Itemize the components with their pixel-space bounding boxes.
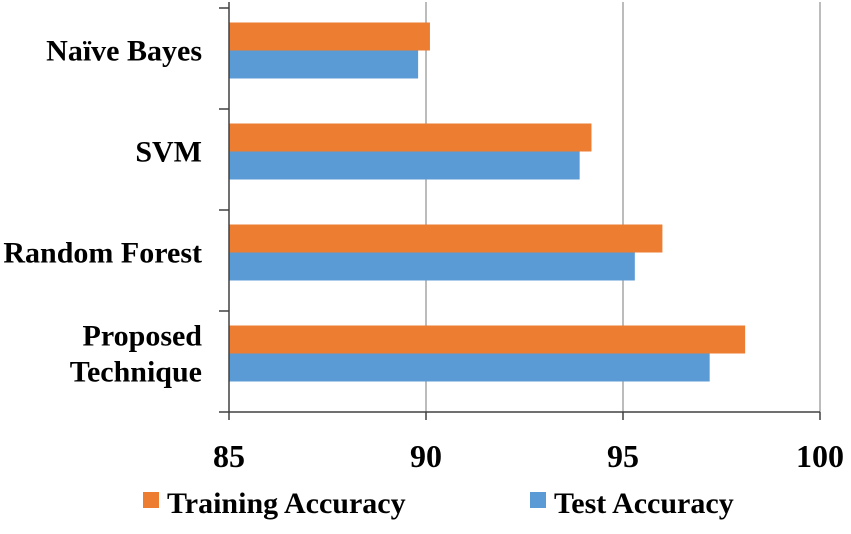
legend-label-test: Test Accuracy xyxy=(554,487,734,520)
bar-test-3 xyxy=(229,353,710,382)
bar-training-3 xyxy=(229,325,746,354)
legend-swatch-test xyxy=(530,492,546,508)
category-labels: Naïve Bayes SVM Random Forest ProposedTechn… xyxy=(3,35,202,389)
legend: Training Accuracy Test Accuracy xyxy=(143,487,734,520)
x-tick-labels: 85 90 95 100 xyxy=(213,438,844,474)
category-label-3-0: Proposed xyxy=(83,320,203,353)
bar-training-0 xyxy=(229,22,430,51)
bar-training-2 xyxy=(229,224,663,253)
legend-label-training: Training Accuracy xyxy=(167,487,406,520)
bars xyxy=(229,22,746,382)
x-tick-label-95: 95 xyxy=(607,438,639,474)
category-label-3-1: Technique xyxy=(70,356,202,389)
bar-training-1 xyxy=(229,123,592,152)
category-label-2-0: Random Forest xyxy=(3,237,202,270)
bar-test-2 xyxy=(229,252,635,281)
legend-swatch-training xyxy=(143,492,159,508)
category-label-1-0: SVM xyxy=(135,136,202,169)
x-tick-label-100: 100 xyxy=(796,438,844,474)
bar-test-0 xyxy=(229,50,419,79)
x-tick-label-90: 90 xyxy=(410,438,442,474)
bar-test-1 xyxy=(229,151,580,180)
category-label-0-0: Naïve Bayes xyxy=(46,35,202,68)
x-tick-label-85: 85 xyxy=(213,438,245,474)
axes xyxy=(219,2,821,420)
